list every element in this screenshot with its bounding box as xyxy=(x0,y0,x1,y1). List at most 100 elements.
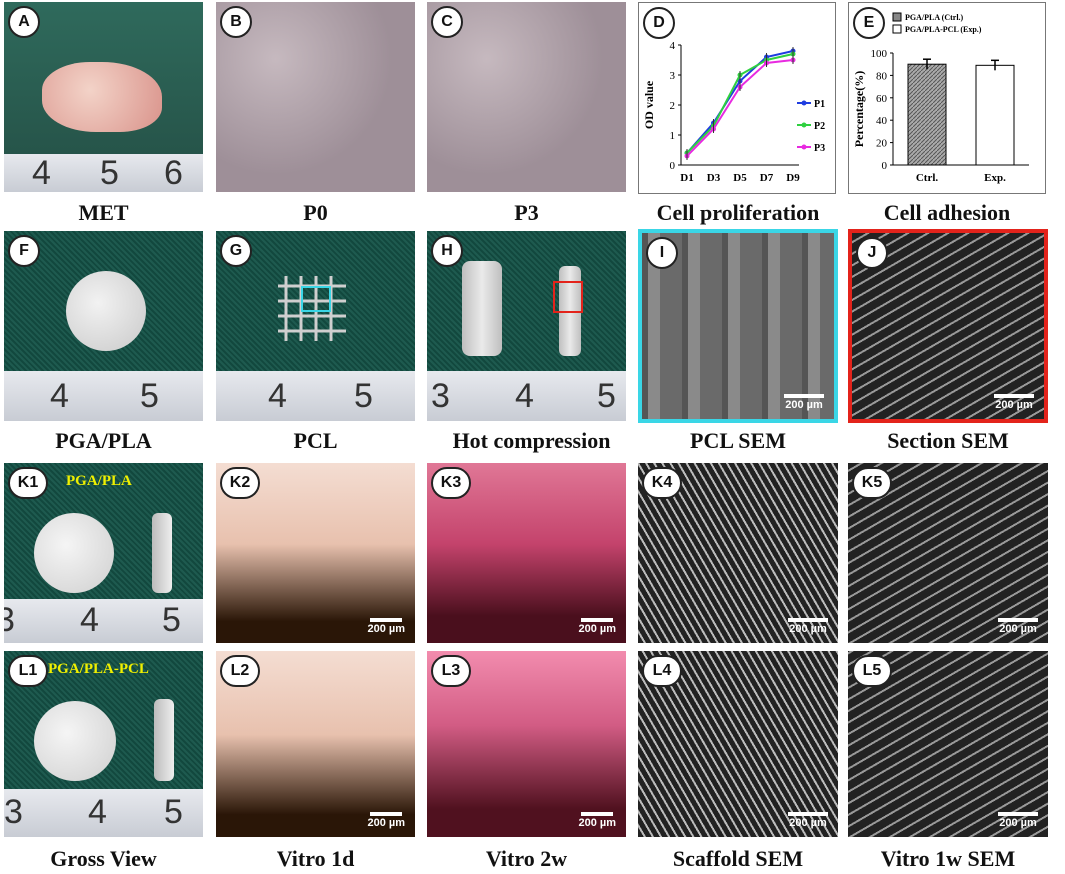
scale-label: 200 µm xyxy=(995,399,1033,411)
scale-bar: 200 µm xyxy=(788,812,828,829)
scale-bar: 200 µm xyxy=(998,618,1038,635)
panel-caption: Scaffold SEM xyxy=(672,846,804,871)
panel-a: 4 5 6 A xyxy=(4,2,203,192)
scale-label: 200 µm xyxy=(367,623,405,635)
legend-label: P1 xyxy=(814,99,825,110)
x-tick-label: D1 xyxy=(680,172,693,184)
scale-bar: 200 µm xyxy=(578,812,616,829)
panel-c: C xyxy=(427,2,626,192)
panel-letter: A xyxy=(8,6,40,38)
panel-caption: PGA/PLA xyxy=(55,428,152,453)
highlight-box xyxy=(553,281,583,313)
panel-g: 4 5 G xyxy=(216,231,415,421)
x-tick-label: D9 xyxy=(786,172,800,184)
panel-caption: Gross View xyxy=(50,846,157,871)
panel-k5: 200 µm K5 xyxy=(848,463,1048,643)
ruler-label: 5 xyxy=(354,377,373,415)
x-tick-label: D3 xyxy=(707,172,721,184)
panel-letter: L1 xyxy=(8,655,48,687)
panel-letter: C xyxy=(431,6,463,38)
ruler-label: 4 xyxy=(268,377,287,415)
y-tick-label: 1 xyxy=(670,130,676,142)
scale-label: 200 µm xyxy=(578,817,616,829)
ruler-label: 3 xyxy=(4,793,23,831)
panel-caption: Vitro 2w xyxy=(485,846,568,871)
legend-label: P3 xyxy=(814,143,825,154)
y-tick-label: 3 xyxy=(670,70,676,82)
ruler-label: 3 xyxy=(431,377,450,415)
panel-letter: J xyxy=(856,237,888,269)
panel-letter: L3 xyxy=(431,655,471,687)
ruler: 4 5 xyxy=(216,371,415,421)
scale-bar: 200 µm xyxy=(788,618,828,635)
panel-letter: K1 xyxy=(8,467,48,499)
y-tick-label: 0 xyxy=(670,160,676,172)
y-tick-label: 80 xyxy=(876,70,888,82)
panel-letter: L2 xyxy=(220,655,260,687)
panel-caption: PCL SEM xyxy=(690,428,786,453)
scaffold-disc xyxy=(34,513,114,593)
scale-bar: 200 µm xyxy=(367,812,405,829)
scale-label: 200 µm xyxy=(999,623,1037,635)
panel-e: 0 20 40 60 80 100 Percentage(%) Ctrl. Exp. PGA/PL… xyxy=(848,2,1046,194)
legend-marker xyxy=(801,100,807,106)
y-tick-label: 4 xyxy=(670,40,676,52)
ruler-label: 5 xyxy=(597,377,616,415)
panel-caption: P0 xyxy=(303,200,328,225)
scale-label: 200 µm xyxy=(578,623,616,635)
scale-label: 200 µm xyxy=(789,817,827,829)
ruler-label: 5 xyxy=(100,154,119,192)
y-tick-label: 100 xyxy=(871,48,888,60)
ruler: 3 4 5 xyxy=(4,599,203,643)
proliferation-chart: 0 1 2 3 4 D1 D3 D5 D7 D9 OD value P1 P2 P3 xyxy=(642,40,825,184)
x-tick-label: D7 xyxy=(760,172,774,184)
scale-label: 200 µm xyxy=(785,399,823,411)
panel-d: 0 1 2 3 4 D1 D3 D5 D7 D9 OD value P1 P2 P3 D xyxy=(638,2,836,194)
scaffold-disc xyxy=(34,701,116,781)
panel-l3: 200 µm L3 xyxy=(427,651,626,837)
panel-caption: Cell adhesion xyxy=(883,200,1011,225)
panel-caption: P3 xyxy=(514,200,539,225)
panel-caption: Vitro 1d xyxy=(276,846,355,871)
panel-letter: H xyxy=(431,235,463,267)
panel-letter: F xyxy=(8,235,40,267)
scaffold-side-left xyxy=(462,261,502,356)
y-tick-label: 20 xyxy=(876,138,888,150)
panel-l5: 200 µm L5 xyxy=(848,651,1048,837)
legend-swatch xyxy=(892,24,902,34)
panel-letter: K3 xyxy=(431,467,471,499)
ruler: 3 4 5 xyxy=(4,789,203,837)
legend-swatch xyxy=(892,12,902,22)
panel-k1: PGA/PLA 3 4 5 K1 xyxy=(4,463,203,643)
panel-letter: K5 xyxy=(852,467,892,499)
panel-k4: 200 µm K4 xyxy=(638,463,838,643)
panel-b: B xyxy=(216,2,415,192)
panel-k2: 200 µm K2 xyxy=(216,463,415,643)
scale-bar: 200 µm xyxy=(994,394,1034,411)
ruler: 3 4 5 xyxy=(427,371,626,421)
scaffold-disc xyxy=(66,271,146,351)
panel-j: 200 µm J xyxy=(848,229,1048,423)
ruler-label: 4 xyxy=(80,601,99,639)
ruler-label: 6 xyxy=(164,154,183,192)
ruler-label: 4 xyxy=(88,793,107,831)
scaffold-edge xyxy=(154,699,174,781)
ruler-label: 4 xyxy=(32,154,51,192)
ruler-label: 5 xyxy=(162,601,181,639)
scale-bar: 200 µm xyxy=(784,394,824,411)
scale-label: 200 µm xyxy=(789,623,827,635)
panel-letter: B xyxy=(220,6,252,38)
legend-marker xyxy=(801,122,807,128)
legend-label: PGA/PLA-PCL (Exp.) xyxy=(905,25,982,34)
panel-letter: E xyxy=(853,7,885,39)
panel-l2: 200 µm L2 xyxy=(216,651,415,837)
panel-letter: G xyxy=(220,235,252,267)
y-tick-label: 2 xyxy=(670,100,676,112)
panel-caption: Vitro 1w SEM xyxy=(880,846,1016,871)
panel-caption: Section SEM xyxy=(887,428,1009,453)
panel-caption: PCL xyxy=(293,428,338,453)
scale-bar: 200 µm xyxy=(578,618,616,635)
ruler-label: 5 xyxy=(164,793,183,831)
pcl-grid xyxy=(278,276,346,341)
y-tick-label: 60 xyxy=(876,93,888,105)
